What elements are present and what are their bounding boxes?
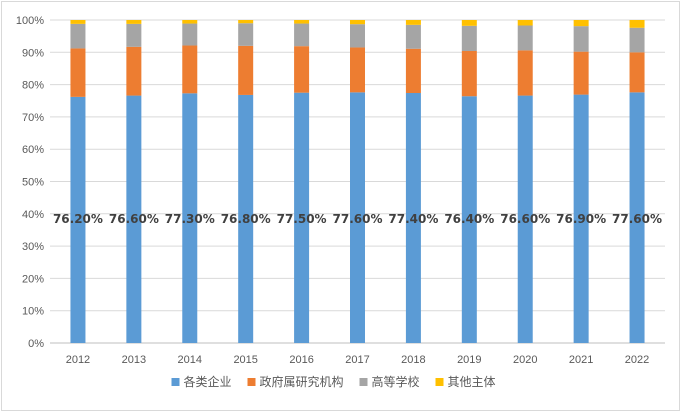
bar-segment (182, 93, 198, 343)
x-tick-label: 2022 (625, 354, 649, 366)
data-label: 77.30% (165, 212, 215, 226)
y-tick-label: 50% (22, 177, 44, 189)
x-tick-label: 2019 (457, 354, 481, 366)
bar-segment (294, 23, 310, 47)
bar-segment (182, 20, 198, 24)
data-label: 77.60% (333, 212, 383, 226)
x-tick-label: 2016 (289, 354, 313, 366)
bar-segment (70, 20, 86, 24)
x-tick-label: 2015 (233, 354, 257, 366)
x-tick-label: 2020 (513, 354, 537, 366)
bar-segment (350, 47, 365, 93)
x-tick-label: 2017 (345, 354, 369, 366)
bar-segment (405, 20, 421, 25)
bar-segment (573, 51, 589, 95)
bar-segment (238, 94, 254, 343)
bar-segment (350, 92, 365, 344)
data-label: 76.60% (109, 212, 159, 226)
bar-segment (126, 20, 142, 24)
data-label: 76.60% (500, 212, 550, 226)
y-tick-label: 90% (22, 47, 44, 59)
legend-swatch (171, 378, 180, 386)
bar-segment (405, 92, 421, 343)
bar-segment (126, 46, 142, 96)
y-tick-label: 10% (22, 306, 44, 318)
bar-segment (461, 25, 477, 52)
legend-label: 其他主体 (448, 375, 496, 389)
bar-segment (294, 92, 310, 343)
x-tick-label: 2018 (401, 354, 425, 366)
legend-label: 政府属研究机构 (260, 374, 344, 389)
bar-segment (294, 46, 310, 93)
bar-segment (517, 20, 533, 26)
bar-segment (517, 25, 533, 51)
bar-segment (70, 48, 86, 97)
bar-segment (350, 20, 365, 25)
bar-segment (405, 48, 421, 93)
bar-segment (629, 52, 645, 93)
y-tick-label: 70% (22, 112, 44, 124)
y-tick-label: 30% (22, 241, 44, 253)
x-tick-label: 2021 (569, 354, 593, 366)
bar-segment (70, 96, 86, 344)
bar-segment (461, 20, 477, 26)
bar-segment (629, 92, 645, 344)
bar-segment (238, 20, 254, 24)
bar-segment (461, 51, 477, 97)
y-tick-label: 0% (28, 338, 44, 350)
y-tick-label: 40% (22, 209, 44, 221)
y-tick-label: 20% (22, 273, 44, 285)
data-label: 76.20% (53, 212, 103, 226)
y-tick-label: 80% (22, 80, 44, 92)
bar-segment (294, 20, 310, 24)
legend-swatch (359, 378, 368, 386)
bar-segment (350, 24, 365, 48)
legend-swatch (247, 378, 256, 386)
bar-segment (238, 23, 254, 46)
bar-segment (573, 94, 589, 343)
bar-segment (629, 20, 645, 28)
bar-segment (517, 95, 533, 343)
data-label: 77.50% (277, 212, 327, 226)
x-tick-label: 2013 (122, 354, 146, 366)
bar-segment (126, 23, 142, 47)
bar-segment (70, 23, 86, 49)
bar-segment (238, 45, 254, 95)
bar-segment (573, 20, 589, 27)
data-label: 77.60% (612, 212, 662, 226)
x-tick-label: 2014 (178, 354, 202, 366)
x-tick-label: 2012 (66, 354, 90, 366)
data-label: 76.40% (444, 212, 494, 226)
bar-segment (629, 27, 645, 53)
y-tick-label: 100% (16, 15, 44, 27)
legend-label: 高等学校 (372, 374, 420, 389)
bar-segment (405, 24, 421, 49)
bar-segment (126, 95, 142, 343)
y-tick-label: 60% (22, 144, 44, 156)
bar-segment (517, 50, 533, 96)
bar-segment (461, 96, 477, 343)
data-label: 77.40% (388, 212, 438, 226)
data-label: 76.80% (221, 212, 271, 226)
data-label: 76.90% (556, 212, 606, 226)
bar-segment (182, 23, 198, 46)
legend-label: 各类企业 (184, 374, 232, 389)
bar-segment (182, 45, 198, 94)
legend-swatch (435, 378, 444, 386)
bar-segment (573, 26, 589, 52)
